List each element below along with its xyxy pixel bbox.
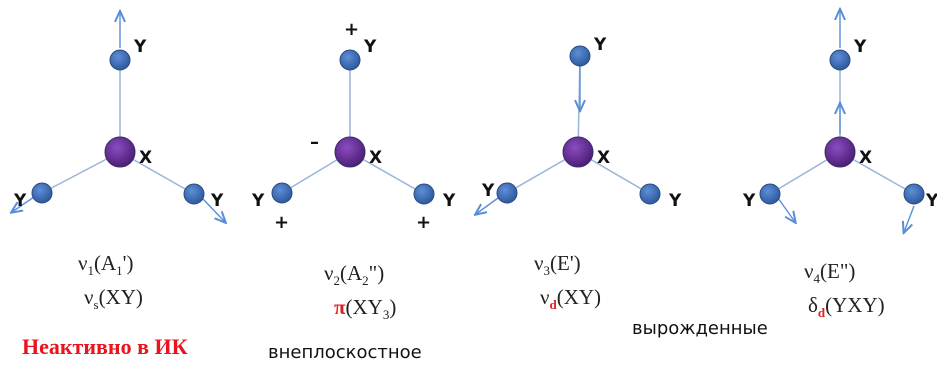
caption-nu2: ν2(A2") π(XY3) xyxy=(324,261,397,323)
atom-label-x: X xyxy=(859,148,872,168)
central-atom xyxy=(104,136,136,168)
caption-nu1: ν1(A1') νs(XY) xyxy=(78,251,143,313)
atom-label-x: X xyxy=(139,148,152,168)
outer-atom xyxy=(31,182,53,204)
atom-label-y: Y xyxy=(251,191,265,211)
outer-atom xyxy=(496,182,518,204)
atom-label-x: X xyxy=(597,148,610,168)
degenerate-note: вырожденные xyxy=(632,318,768,339)
atom-label-y: Y xyxy=(481,181,495,201)
atom-label-y: Y xyxy=(13,191,27,211)
displacement-arrow xyxy=(777,197,795,222)
atom-label-y: Y xyxy=(363,37,377,57)
sign-plus: + xyxy=(416,212,431,233)
atom-label-y: Y xyxy=(133,37,147,57)
molecule-nu4: Y X Y Y xyxy=(742,10,937,232)
outer-atom xyxy=(759,183,781,205)
atom-label-y: Y xyxy=(442,191,456,211)
inactive-ir-note: Неактивно в ИК xyxy=(22,334,188,359)
outer-atom xyxy=(569,45,591,67)
displacement-arrow xyxy=(904,205,915,232)
outer-atom xyxy=(183,183,205,205)
atom-label-y: Y xyxy=(210,191,224,211)
outer-atom xyxy=(413,183,435,205)
atom-label-y: Y xyxy=(668,191,682,211)
central-atom xyxy=(562,136,594,168)
displacement-arrow xyxy=(201,197,225,222)
outer-atom xyxy=(829,49,851,71)
caption-nu3: ν3(E') νd(XY) xyxy=(534,251,602,313)
atom-label-y: Y xyxy=(925,191,937,211)
central-atom xyxy=(334,136,366,168)
outer-atom xyxy=(109,49,131,71)
sign-plus: + xyxy=(344,19,359,40)
displacement-arrow xyxy=(12,196,35,212)
molecule-nu3: Y X Y Y xyxy=(476,35,682,214)
caption-nu4: ν4(E") δd(YXY) xyxy=(804,259,885,321)
sign-minus: – xyxy=(310,132,319,153)
sign-plus: + xyxy=(274,212,289,233)
out-of-plane-note: внеплоскостное xyxy=(268,342,422,363)
atom-label-y: Y xyxy=(853,37,867,57)
central-atom xyxy=(824,136,856,168)
outer-atom xyxy=(339,49,361,71)
outer-atom xyxy=(271,182,293,204)
outer-atom xyxy=(903,183,925,205)
displacement-arrow xyxy=(476,197,499,214)
molecule-nu2: + – + + Y X Y Y xyxy=(251,19,456,233)
outer-atom xyxy=(639,183,661,205)
atom-label-y: Y xyxy=(593,35,607,55)
atom-label-y: Y xyxy=(742,191,756,211)
atom-label-x: X xyxy=(369,148,382,168)
molecule-nu1: Y X Y Y xyxy=(12,12,225,222)
